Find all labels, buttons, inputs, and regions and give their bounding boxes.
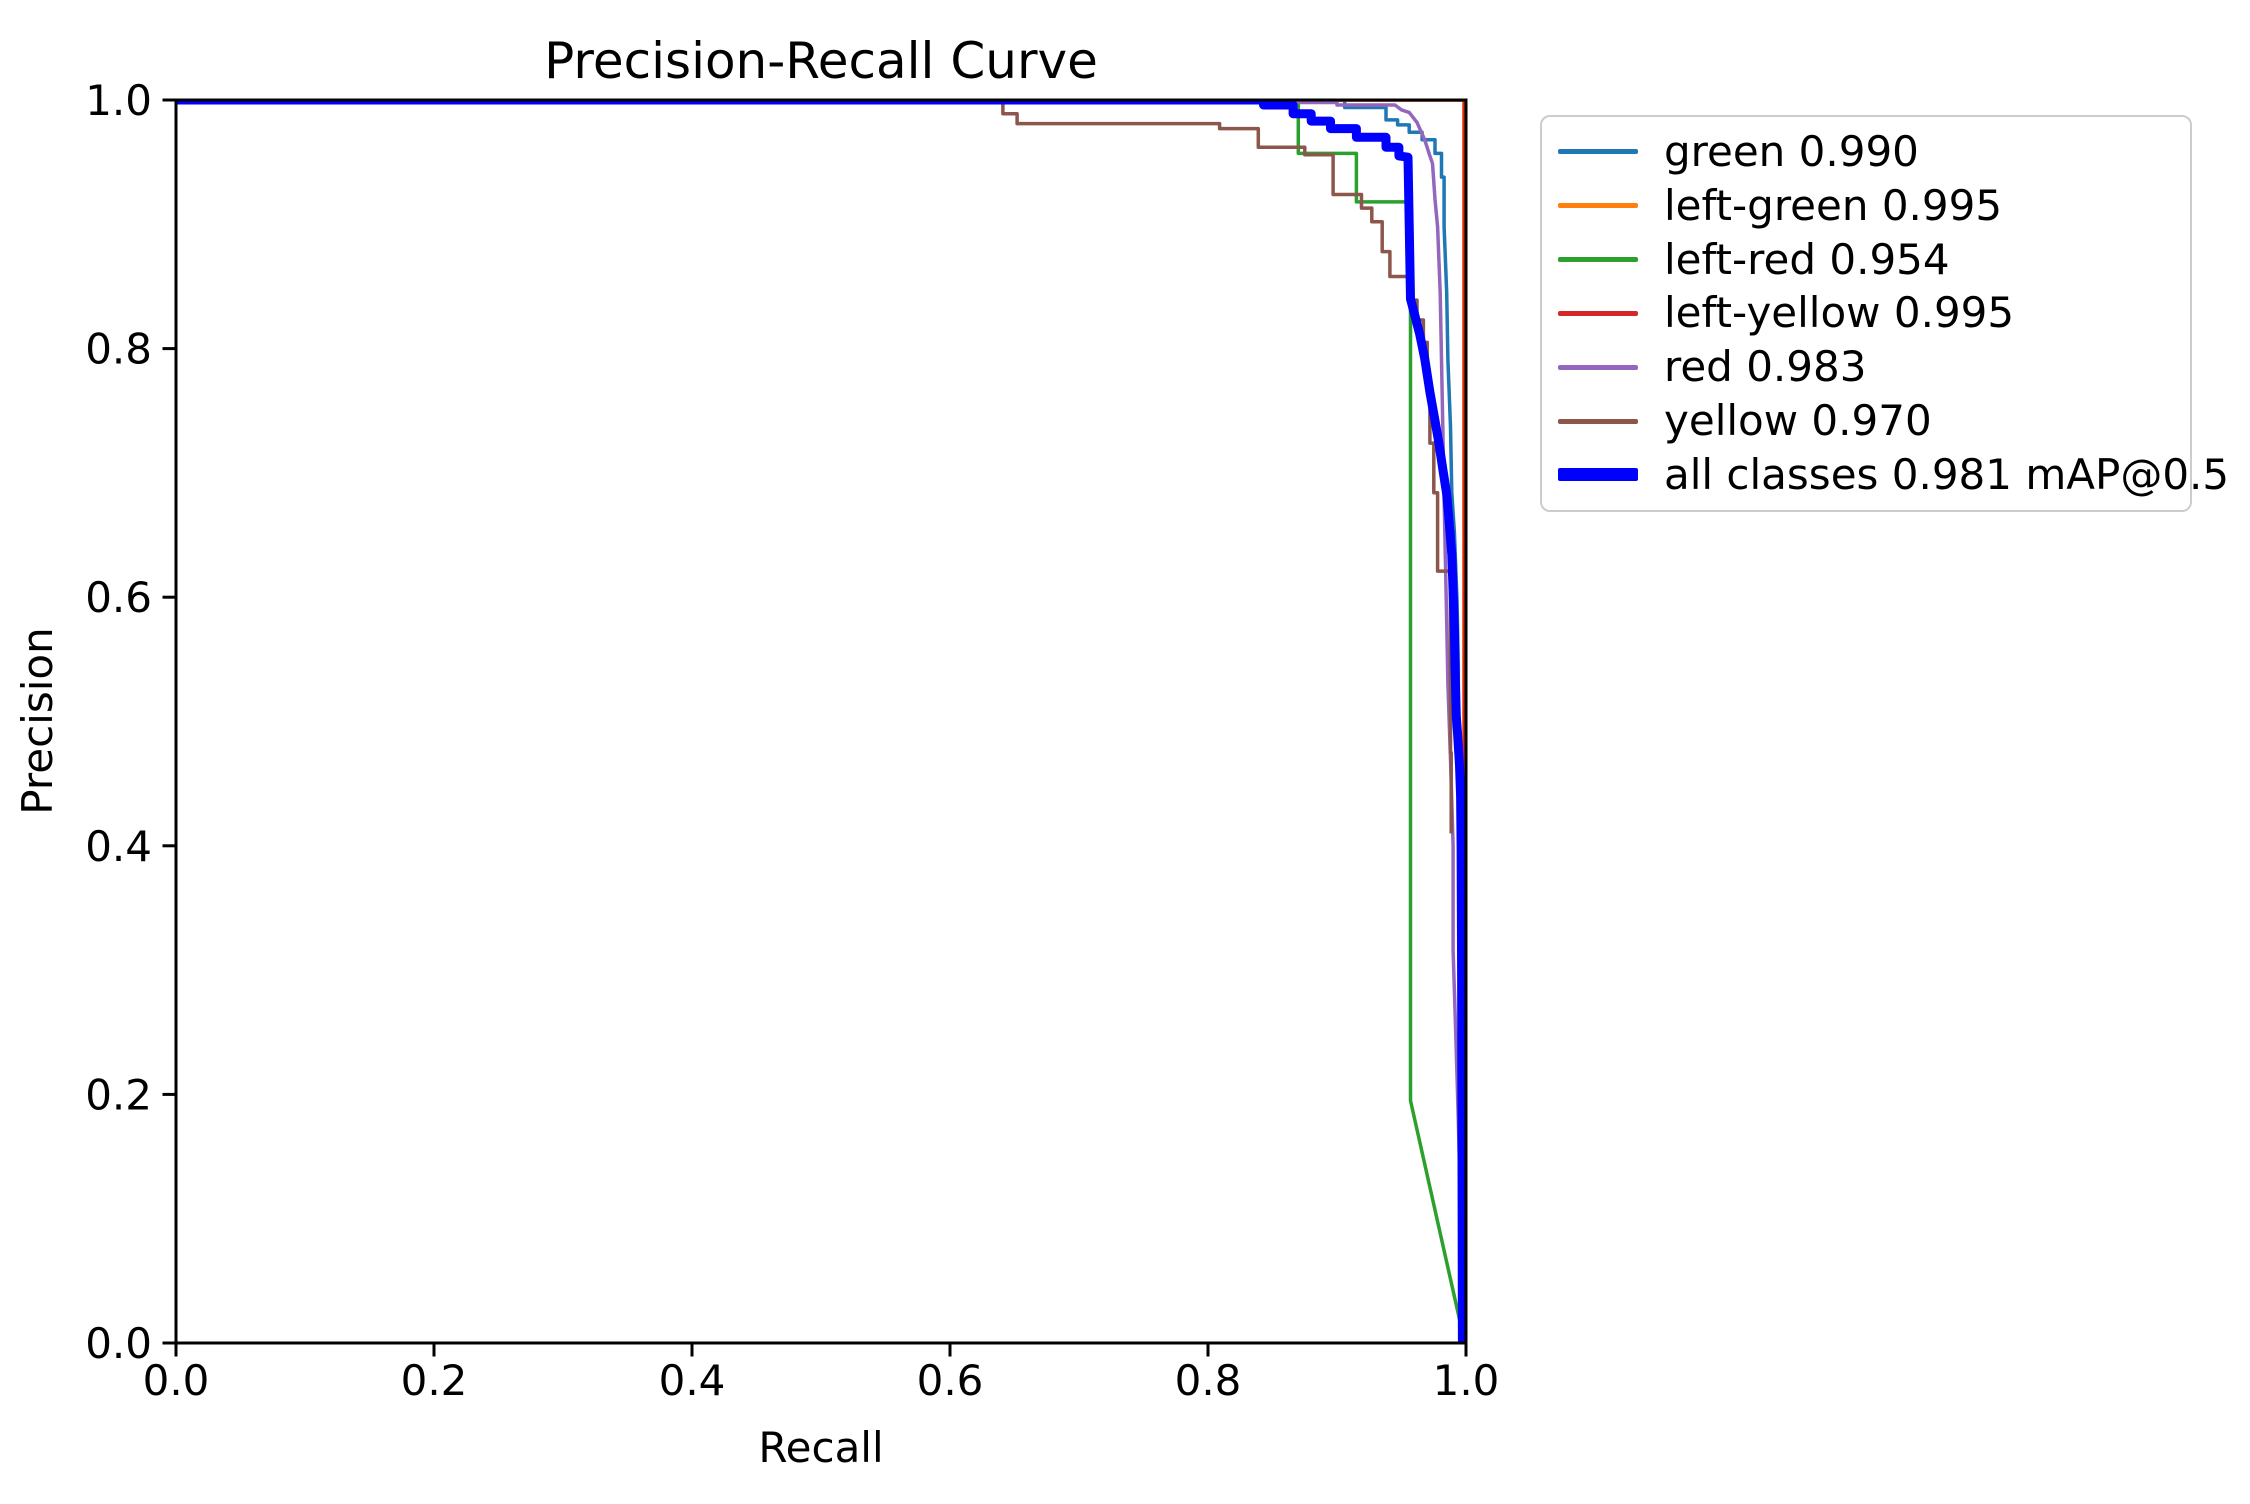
legend-item-left-yellow: left-yellow 0.995 [1542,287,2190,340]
curve-lines [176,100,1466,1343]
legend-label: green 0.990 [1664,126,1919,176]
y-tick-label: 0.0 [85,1319,152,1368]
curve-red [176,100,1466,1343]
legend-line-sample-left-yellow [1558,310,1638,316]
x-axis-label: Recall [758,1423,883,1472]
y-tick-label: 0.2 [85,1070,152,1119]
legend-item-left-red: left-red 0.954 [1542,233,2190,286]
x-tick-label: 0.6 [917,1356,984,1405]
legend: green 0.990 left-green 0.995 left-red 0.95… [1540,115,2229,512]
legend-item-left-green: left-green 0.995 [1542,179,2190,232]
legend-line-sample-left-red [1558,257,1638,263]
legend-item-green: green 0.990 [1542,125,2190,178]
curve-left-green [176,100,1466,1343]
legend-label: all classes 0.981 mAP@0.5 [1664,449,2230,499]
x-tick-label: 0.4 [659,1356,726,1405]
x-tick-label: 0.8 [1175,1356,1242,1405]
legend-item-all-classes: all classes 0.981 mAP@0.5 [1542,448,2229,501]
y-tick-label: 0.6 [85,573,152,622]
y-tick-label: 1.0 [85,76,152,125]
curve-all-classes [176,100,1466,1343]
legend-item-yellow: yellow 0.970 [1542,395,2190,448]
legend-line-sample-red [1558,364,1638,370]
legend-label: yellow 0.970 [1664,396,1932,446]
x-axis-ticks: 0.0 0.2 0.4 0.6 0.8 1.0 [143,1344,1500,1405]
y-tick-label: 0.8 [85,325,152,374]
legend-item-red: red 0.983 [1542,341,2190,394]
legend-line-sample-all-classes [1558,468,1638,482]
legend-line-sample-green [1558,149,1638,155]
legend-label: left-yellow 0.995 [1664,288,2015,338]
y-tick-label: 0.4 [85,822,152,871]
legend-label: red 0.983 [1664,342,1867,392]
x-tick-label: 0.0 [143,1356,210,1405]
legend-line-sample-left-green [1558,203,1638,209]
curve-left-red [176,100,1466,1338]
y-axis-ticks: 0.0 0.2 0.4 0.6 0.8 1.0 [85,76,175,1368]
curve-yellow [176,100,1453,834]
curve-green [176,100,1461,840]
legend-line-sample-yellow [1558,418,1638,424]
legend-label: left-red 0.954 [1664,234,1950,284]
x-tick-label: 1.0 [1433,1356,1500,1405]
legend-label: left-green 0.995 [1664,180,2003,230]
x-tick-label: 0.2 [401,1356,468,1405]
chart-title: Precision-Recall Curve [544,32,1098,90]
y-axis-label: Precision [13,627,62,814]
axes-spines [174,98,1468,1345]
curve-left-yellow [176,100,1466,1343]
